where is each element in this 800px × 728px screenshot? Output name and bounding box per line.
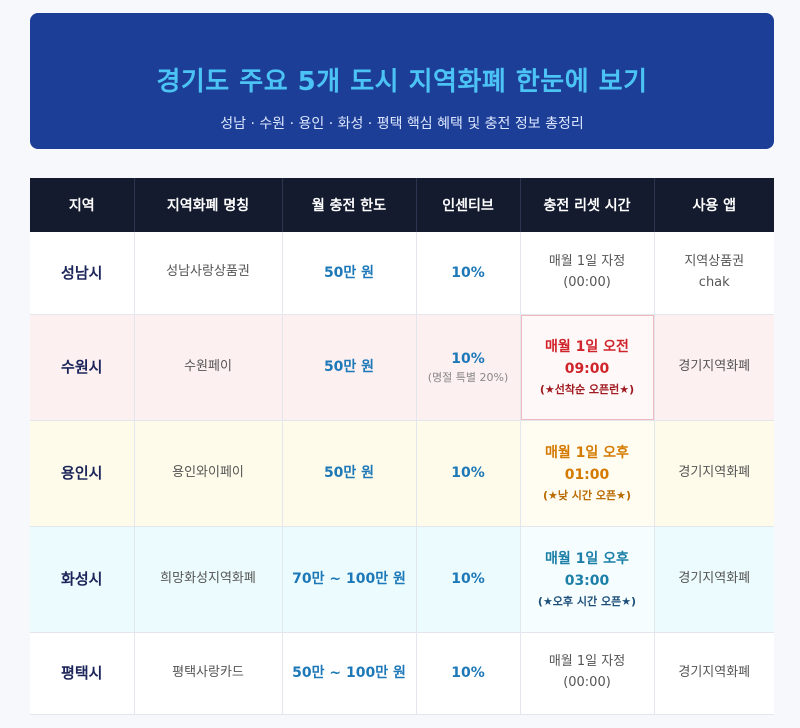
app-cell: 경기지역화폐 — [654, 420, 774, 527]
reset-time-line1: 매월 1일 오후 — [545, 550, 629, 567]
currency-name-cell: 희망화성지역화폐 — [134, 526, 283, 633]
header-monthly-limit: 월 충전 한도 — [282, 178, 417, 232]
region-cell: 평택시 — [30, 632, 135, 715]
currency-name-cell: 성남사랑상품권 — [134, 232, 283, 315]
header-incentive: 인센티브 — [416, 178, 521, 232]
app-name-line1: 경기지역화폐 — [678, 464, 751, 480]
currency-table-container: 지역 지역화폐 명칭 월 충전 한도 인센티브 충전 리셋 시간 사용 앱 성남… — [30, 178, 774, 715]
monthly-limit-cell: 50만 원 — [282, 420, 417, 527]
app-cell: 경기지역화폐 — [654, 632, 774, 715]
header-reset-time: 충전 리셋 시간 — [520, 178, 655, 232]
header-region: 지역 — [30, 178, 135, 232]
reset-time-cell: 매월 1일 오전 09:00 (★선착순 오픈런★) — [520, 314, 655, 421]
app-name-line1: 경기지역화폐 — [678, 570, 751, 586]
app-cell: 지역상품권 chak — [654, 232, 774, 315]
table-row: 수원시 수원페이 50만 원 10% (명절 특별 20%) 매월 1일 오전 … — [30, 314, 774, 421]
reset-time-note: (★선착순 오픈런★) — [539, 382, 635, 396]
monthly-limit-cell: 70만 ~ 100만 원 — [282, 526, 417, 633]
page-title: 경기도 주요 5개 도시 지역화폐 한눈에 보기 — [156, 67, 648, 97]
monthly-limit-cell: 50만 원 — [282, 314, 417, 421]
table-row: 평택시 평택사랑카드 50만 ~ 100만 원 10% 매월 1일 자정 (00… — [30, 632, 774, 715]
reset-time-note: (★오후 시간 오픈★) — [537, 594, 637, 608]
region-cell: 화성시 — [30, 526, 135, 633]
reset-time-line1: 매월 1일 자정 — [548, 654, 626, 670]
table-row: 화성시 희망화성지역화폐 70만 ~ 100만 원 10% 매월 1일 오후 0… — [30, 526, 774, 633]
reset-time-cell: 매월 1일 오후 01:00 (★낮 시간 오픈★) — [520, 420, 655, 527]
currency-name-cell: 평택사랑카드 — [134, 632, 283, 715]
monthly-limit-cell: 50만 ~ 100만 원 — [282, 632, 417, 715]
incentive-note: (명절 특별 20%) — [427, 370, 509, 384]
incentive-value: 10% — [451, 350, 485, 367]
incentive-cell: 10% — [416, 420, 521, 527]
header-app: 사용 앱 — [654, 178, 774, 232]
table-row: 성남시 성남사랑상품권 50만 원 10% 매월 1일 자정 (00:00) 지… — [30, 232, 774, 315]
incentive-cell: 10% — [416, 526, 521, 633]
reset-time-note: (★낮 시간 오픈★) — [542, 488, 632, 502]
incentive-value: 10% — [451, 464, 485, 481]
incentive-value: 10% — [451, 264, 485, 281]
incentive-value: 10% — [451, 570, 485, 587]
app-name-line1: 지역상품권 — [684, 253, 745, 269]
currency-name-cell: 용인와이페이 — [134, 420, 283, 527]
region-cell: 용인시 — [30, 420, 135, 527]
reset-time-line1: 매월 1일 오전 — [545, 338, 629, 355]
title-banner: 경기도 주요 5개 도시 지역화폐 한눈에 보기 성남 · 수원 · 용인 · … — [30, 13, 774, 149]
header-currency-name: 지역화폐 명칭 — [134, 178, 283, 232]
incentive-cell: 10% — [416, 632, 521, 715]
app-cell: 경기지역화폐 — [654, 526, 774, 633]
app-cell: 경기지역화폐 — [654, 314, 774, 421]
reset-time-line1: 매월 1일 자정 — [548, 253, 626, 269]
page-subtitle: 성남 · 수원 · 용인 · 화성 · 평택 핵심 혜택 및 충전 정보 총정리 — [220, 116, 584, 132]
currency-table: 지역 지역화폐 명칭 월 충전 한도 인센티브 충전 리셋 시간 사용 앱 성남… — [30, 178, 774, 715]
incentive-cell: 10% — [416, 232, 521, 315]
incentive-value: 10% — [451, 664, 485, 681]
region-cell: 성남시 — [30, 232, 135, 315]
reset-time-cell: 매월 1일 오후 03:00 (★오후 시간 오픈★) — [520, 526, 655, 633]
currency-name-cell: 수원페이 — [134, 314, 283, 421]
app-name-line1: 경기지역화폐 — [678, 358, 751, 374]
table-row: 용인시 용인와이페이 50만 원 10% 매월 1일 오후 01:00 (★낮 … — [30, 420, 774, 527]
app-name-line2: chak — [698, 274, 730, 290]
reset-time-line2: (00:00) — [563, 675, 611, 690]
monthly-limit-cell: 50만 원 — [282, 232, 417, 315]
reset-time-line2: (00:00) — [563, 274, 611, 290]
table-header-row: 지역 지역화폐 명칭 월 충전 한도 인센티브 충전 리셋 시간 사용 앱 — [30, 178, 774, 232]
app-name-line1: 경기지역화폐 — [678, 664, 751, 680]
reset-time-line2: 03:00 — [564, 573, 610, 590]
reset-time-line1: 매월 1일 오후 — [545, 444, 629, 461]
reset-time-cell: 매월 1일 자정 (00:00) — [520, 632, 655, 715]
reset-time-cell: 매월 1일 자정 (00:00) — [520, 232, 655, 315]
reset-time-line2: 01:00 — [564, 467, 610, 484]
incentive-cell: 10% (명절 특별 20%) — [416, 314, 521, 421]
reset-time-line2: 09:00 — [564, 361, 610, 378]
region-cell: 수원시 — [30, 314, 135, 421]
